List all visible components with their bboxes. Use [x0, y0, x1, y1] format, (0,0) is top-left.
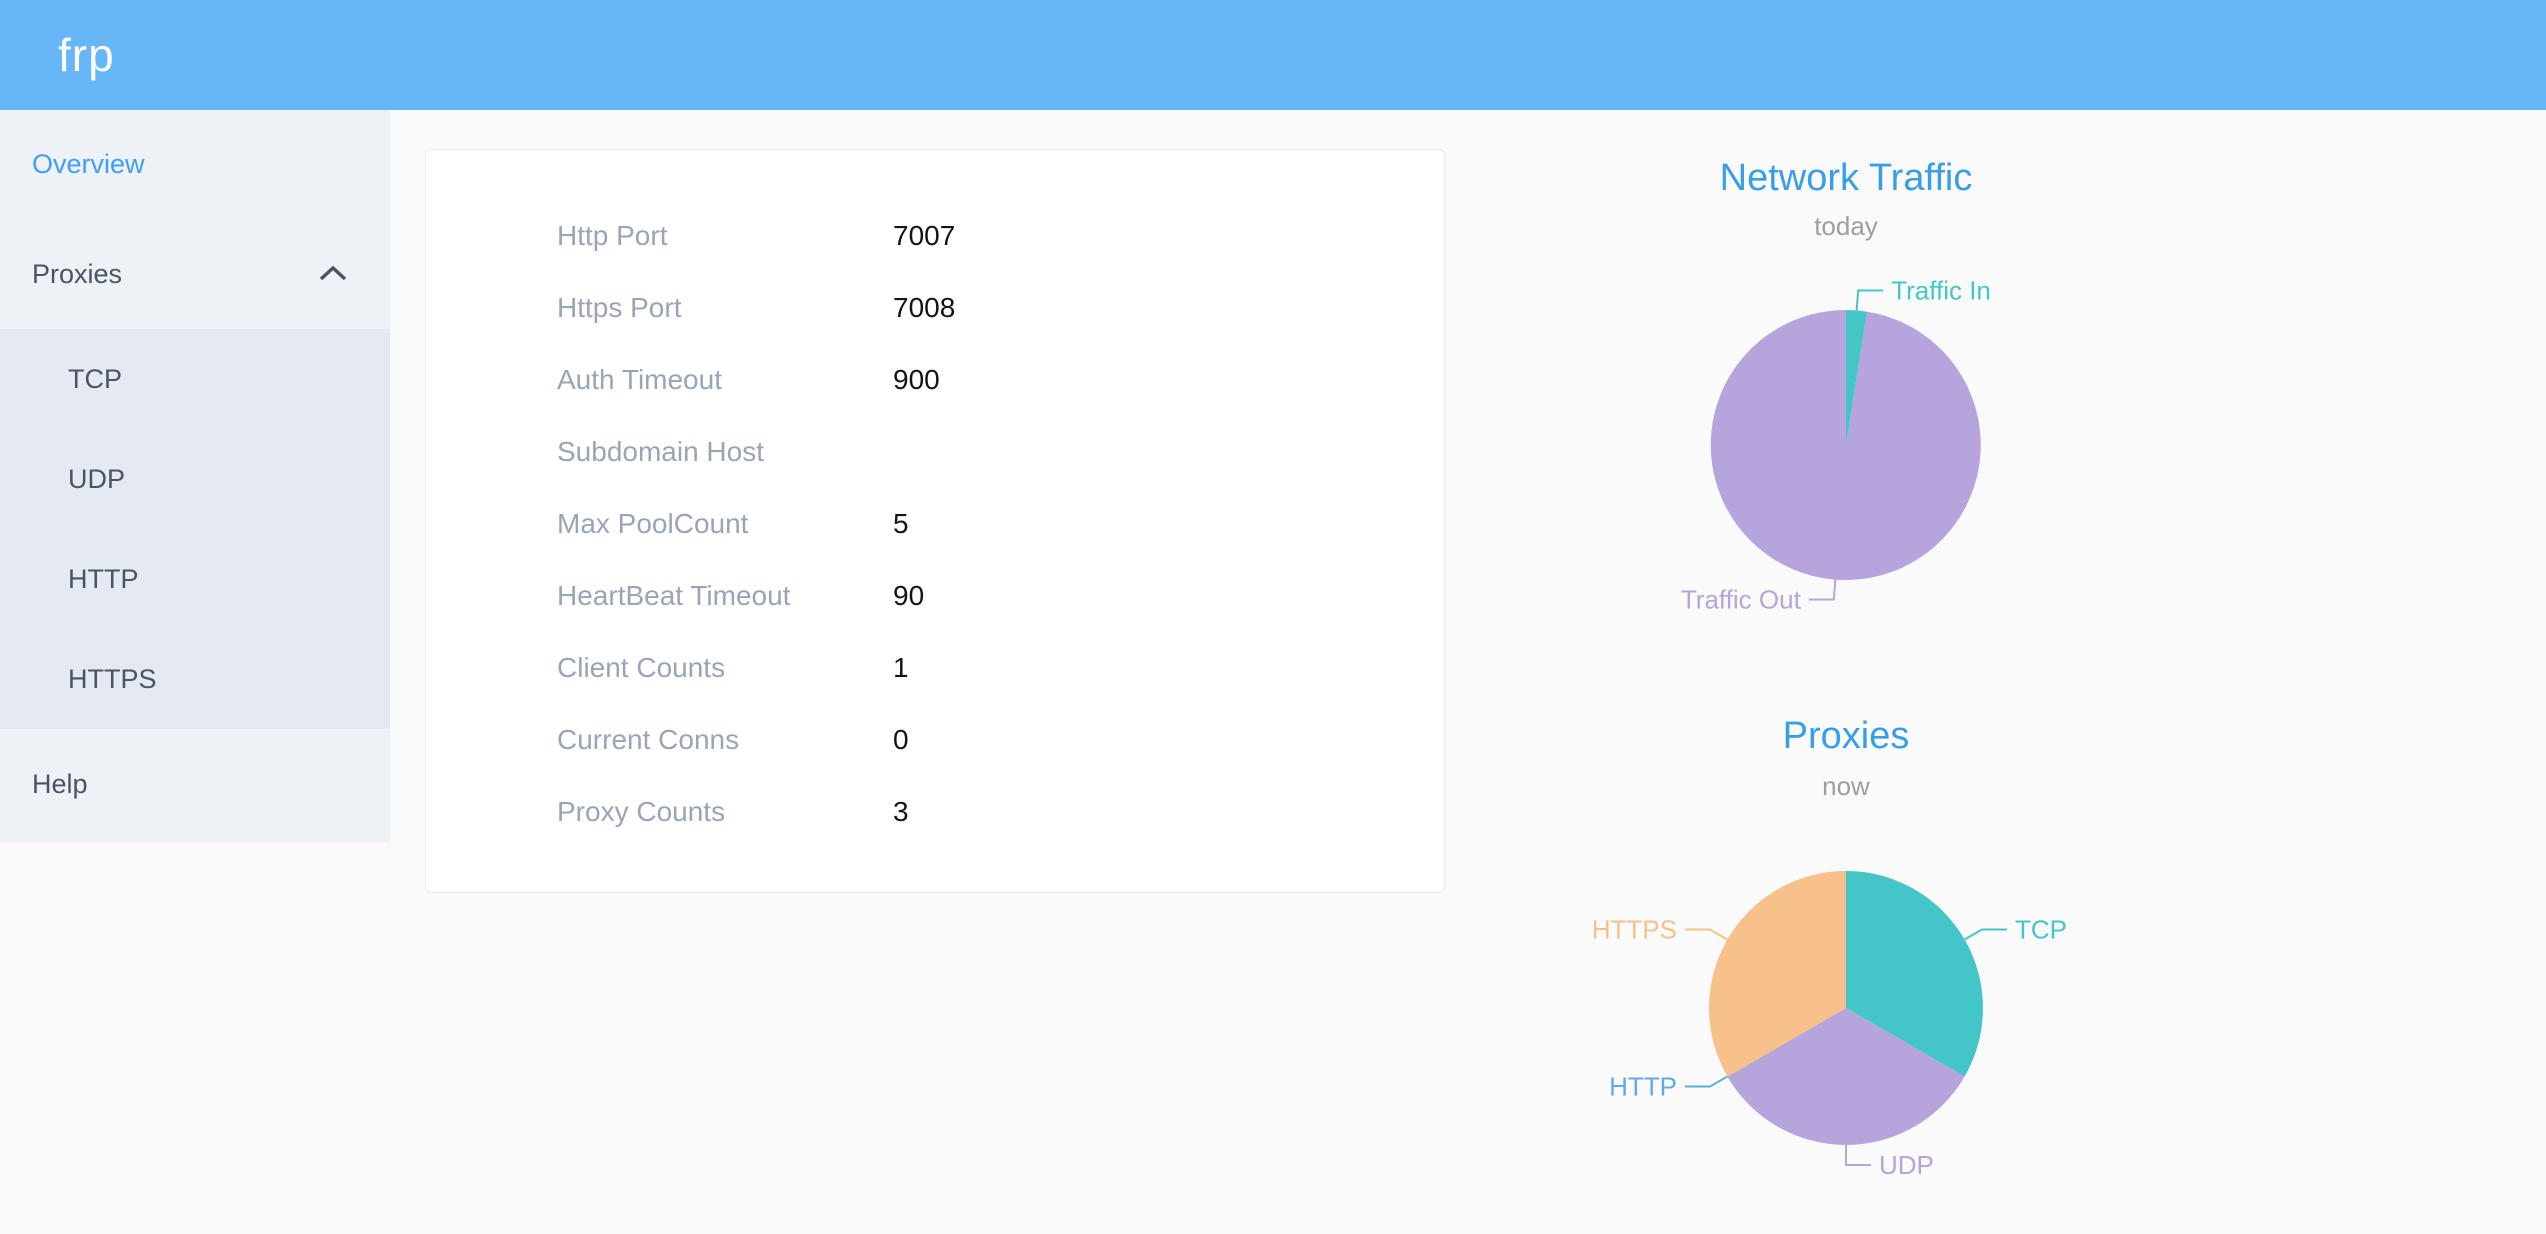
info-label: Http Port: [557, 220, 668, 251]
table-row: Client Counts 1: [426, 632, 1444, 704]
label-line-https: [1685, 928, 1728, 941]
sidebar-item-udp[interactable]: UDP: [68, 464, 126, 494]
info-value: 1: [893, 652, 909, 683]
pie-slice-traffic-out[interactable]: [1710, 309, 1981, 580]
pie-label-tcp: TCP: [2015, 915, 2067, 945]
pie-label-udp: UDP: [1879, 1150, 1934, 1180]
charts-panel: Network Traffic today Traffic In Traffic …: [1446, 0, 2246, 1234]
server-info-card: Http Port 7007 Https Port 7008 Auth Time…: [425, 149, 1445, 893]
sidebar-item-http[interactable]: HTTP: [68, 564, 139, 594]
server-info-table: Http Port 7007 Https Port 7008 Auth Time…: [426, 200, 1444, 848]
proxies-pie-chart[interactable]: TCP UDP HTTP HTTPS: [1446, 799, 2246, 1209]
pie-slice-traffic-in[interactable]: [1846, 310, 1868, 445]
info-value: 7008: [893, 292, 956, 323]
app-logo: frp: [58, 29, 115, 81]
info-label: Current Conns: [557, 724, 740, 755]
info-value: 5: [893, 508, 909, 539]
table-row: Auth Timeout 900: [426, 344, 1444, 416]
proxies-subtitle: now: [1822, 771, 1870, 801]
info-label: Auth Timeout: [557, 364, 722, 395]
info-label: Https Port: [557, 292, 682, 323]
table-row: Proxy Counts 3: [426, 776, 1444, 848]
network-traffic-subtitle: today: [1814, 211, 1878, 241]
network-traffic-title: Network Traffic: [1719, 157, 1973, 199]
info-value: 900: [893, 364, 940, 395]
pie-label-traffic-in: Traffic In: [1891, 276, 1991, 306]
pie-label-traffic-out: Traffic Out: [1681, 585, 1802, 615]
network-traffic-pie-chart[interactable]: Traffic In Traffic Out: [1446, 240, 2246, 650]
table-row: Http Port 7007: [426, 200, 1444, 272]
sidebar-item-https[interactable]: HTTPS: [68, 664, 157, 694]
sidebar: Overview Proxies TCP UDP HTTP HTTPS Help: [0, 110, 390, 842]
pie-label-https: HTTPS: [1592, 915, 1677, 945]
label-line-traffic-in: [1855, 289, 1884, 311]
table-row: Max PoolCount 5: [426, 488, 1444, 560]
sidebar-submenu-proxies: TCP UDP HTTP HTTPS: [0, 329, 390, 729]
info-label: Proxy Counts: [557, 796, 726, 827]
info-label: HeartBeat Timeout: [557, 580, 791, 611]
label-line-tcp: [1964, 928, 2007, 941]
label-line-http: [1685, 1075, 1728, 1088]
table-row: Subdomain Host: [426, 416, 1444, 488]
info-label: Client Counts: [557, 652, 726, 683]
info-label: Max PoolCount: [557, 508, 749, 539]
sidebar-item-proxies-label: Proxies: [32, 259, 123, 289]
sidebar-item-help[interactable]: Help: [32, 769, 88, 799]
pie-label-http: HTTP: [1609, 1072, 1677, 1102]
info-value: 90: [893, 580, 925, 611]
app-header: frp: [0, 0, 2546, 110]
pie-slice-tcp[interactable]: [1846, 871, 1983, 1077]
info-label: Subdomain Host: [557, 436, 765, 467]
info-value: 0: [893, 724, 909, 755]
proxies-title: Proxies: [1782, 715, 1910, 757]
label-line-udp: [1845, 1145, 1871, 1166]
info-value: 7007: [893, 220, 956, 251]
pie-slice-udp[interactable]: [1727, 1008, 1965, 1145]
label-line-traffic-out: [1808, 579, 1837, 601]
table-row: Https Port 7008: [426, 272, 1444, 344]
info-value: 3: [893, 796, 909, 827]
sidebar-item-overview[interactable]: Overview: [32, 149, 145, 179]
table-row: HeartBeat Timeout 90: [426, 560, 1444, 632]
chevron-up-icon[interactable]: [318, 265, 348, 283]
table-row: Current Conns 0: [426, 704, 1444, 776]
sidebar-item-tcp[interactable]: TCP: [68, 364, 122, 394]
pie-slice-https[interactable]: [1709, 871, 1846, 1077]
sidebar-item-proxies[interactable]: Proxies: [0, 219, 390, 329]
